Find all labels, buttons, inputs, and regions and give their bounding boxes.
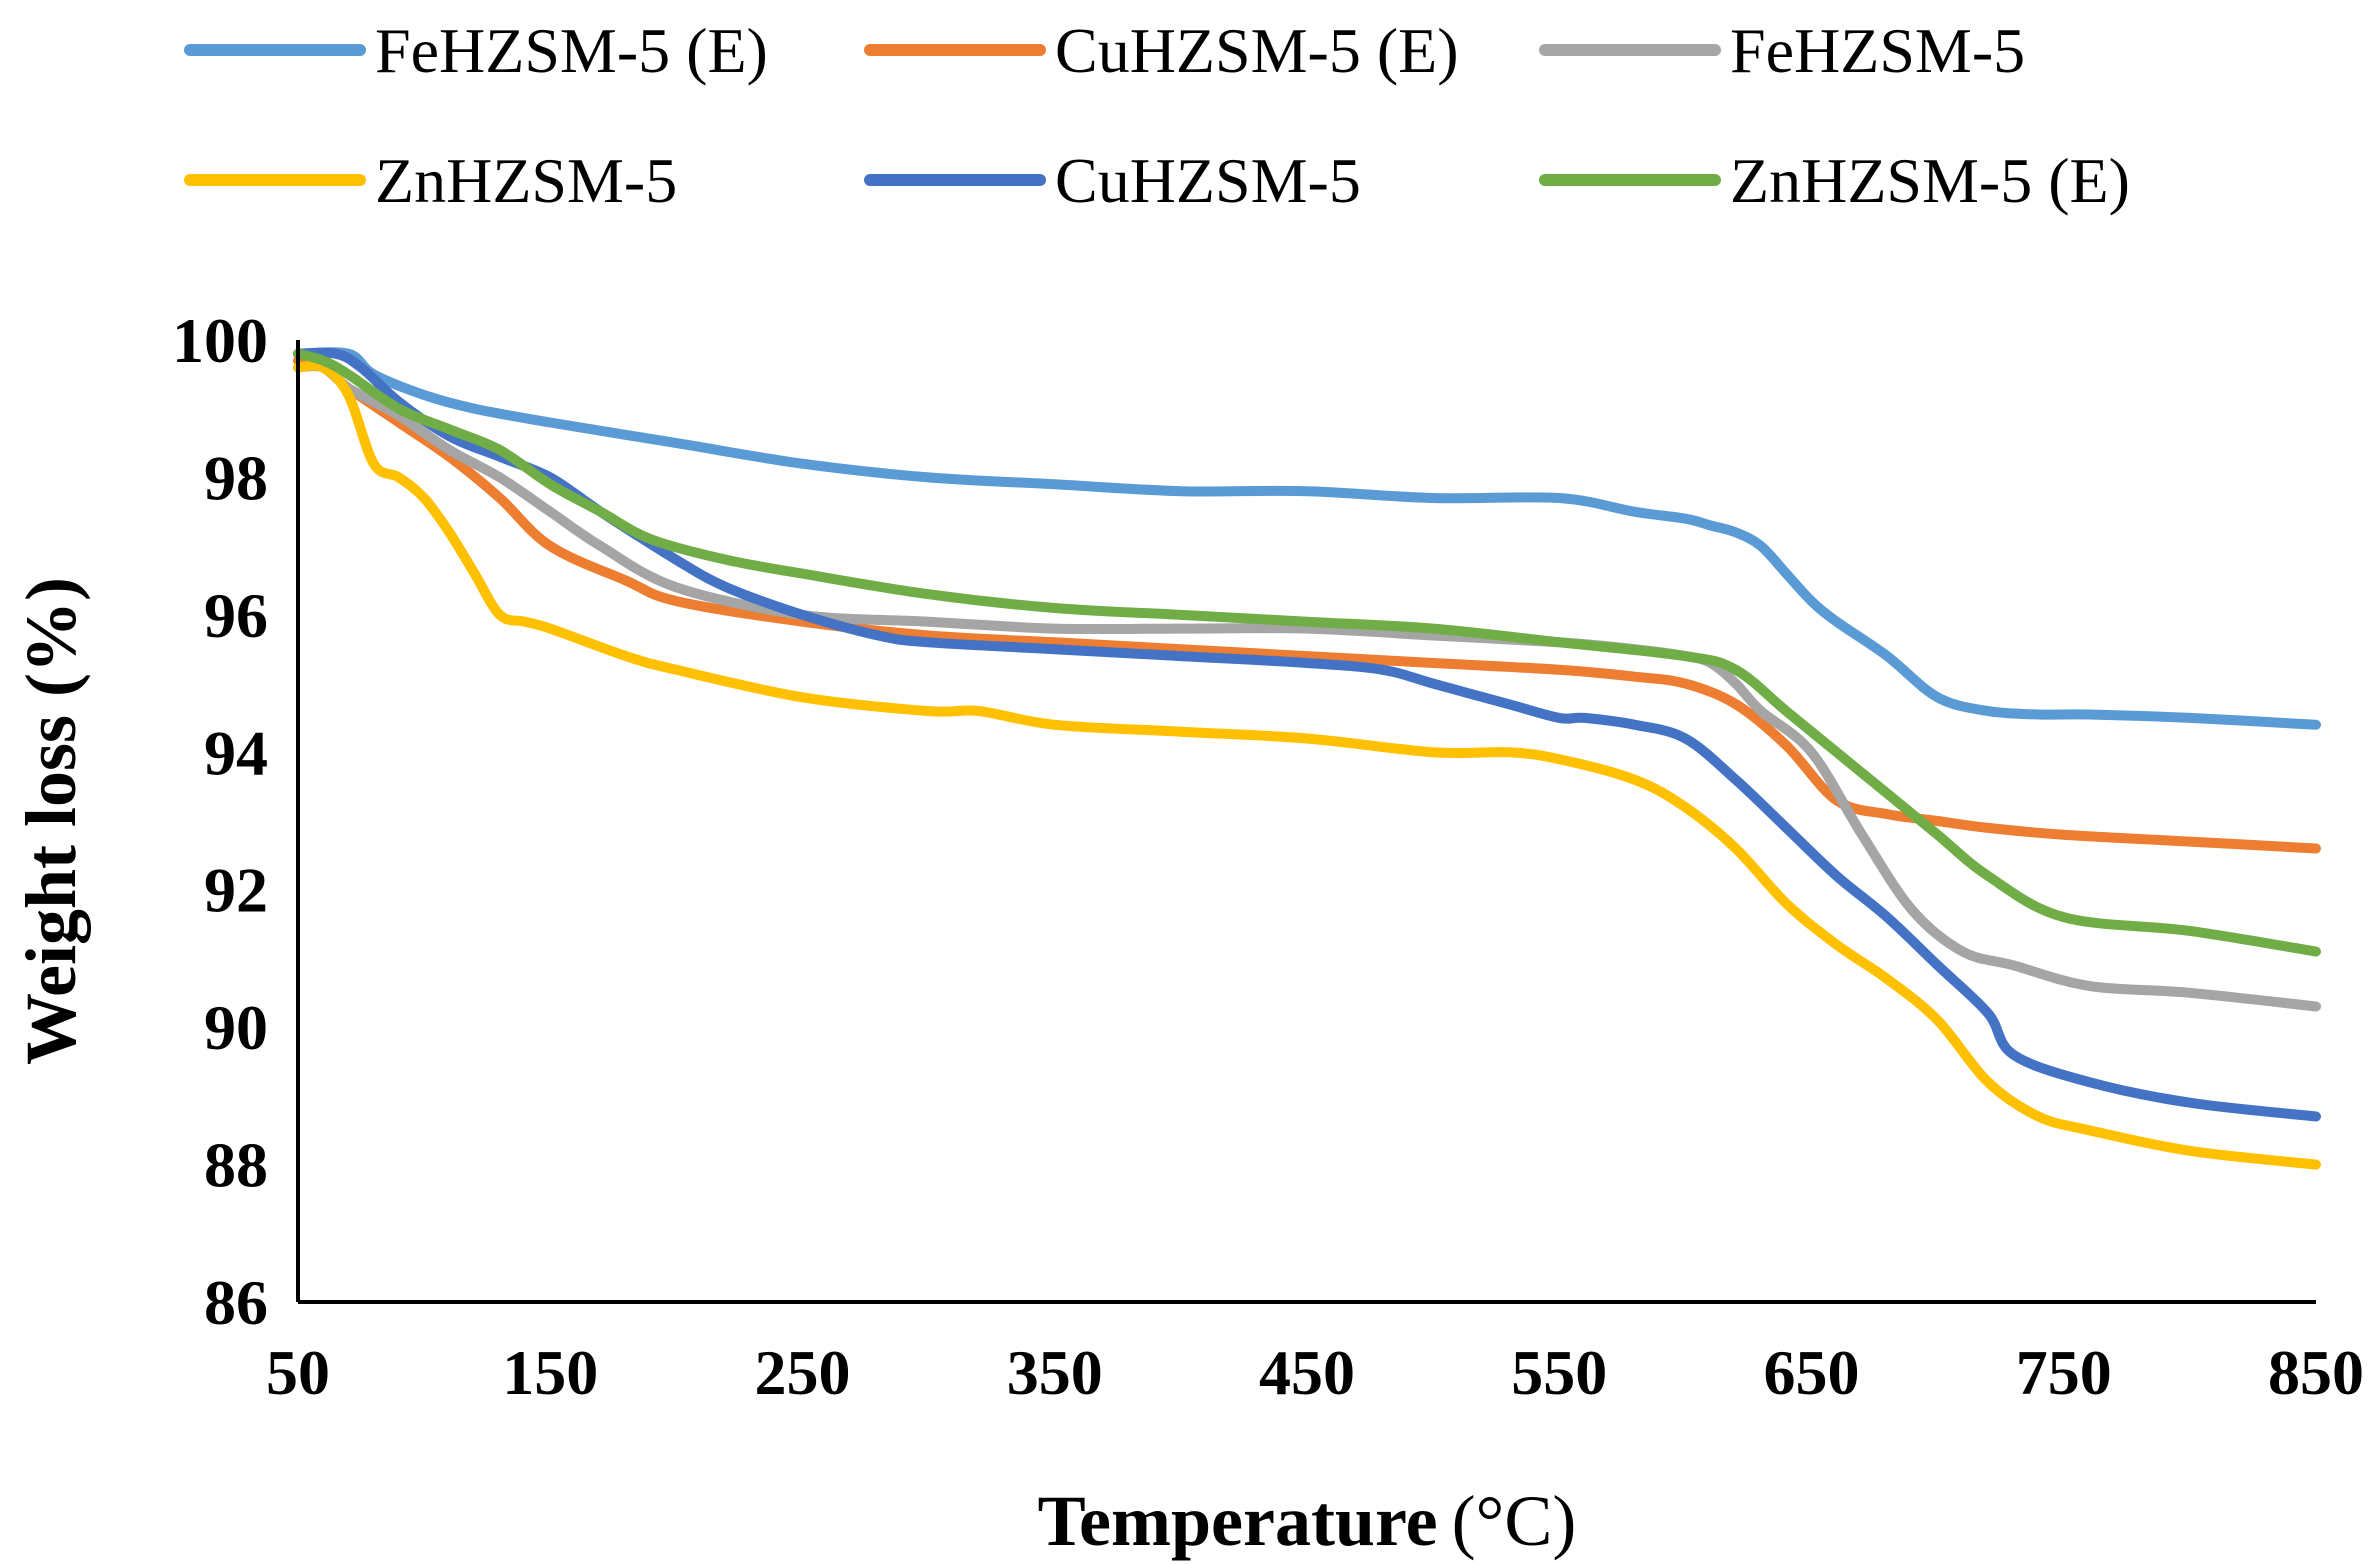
y-tick-label-90: 90 bbox=[204, 992, 268, 1063]
y-tick-label-88: 88 bbox=[204, 1130, 268, 1201]
legend-item-fehzsm-5: FeHZSM-5 bbox=[1539, 15, 2025, 86]
legend: FeHZSM-5 (E) CuHZSM-5 (E) FeHZSM-5 ZnHZSM-5… bbox=[184, 15, 2130, 216]
y-tick-label-98: 98 bbox=[204, 442, 268, 513]
legend-label-znhzsm-5: ZnHZSM-5 bbox=[375, 145, 677, 216]
y-axis-title: Weight loss (%) bbox=[11, 577, 91, 1065]
series-line-cuhzsm-5-e bbox=[293, 355, 2321, 854]
x-axis-title: Temperature (°C) bbox=[1038, 1481, 1577, 1561]
legend-item-cuhzsm-5: CuHZSM-5 bbox=[864, 145, 1361, 216]
x-tick-label-450: 450 bbox=[1259, 1337, 1355, 1408]
legend-label-znhzsm-5-e: ZnHZSM-5 (E) bbox=[1730, 145, 2130, 216]
x-tick-label-150: 150 bbox=[502, 1337, 598, 1408]
x-axis-title-text: Temperature bbox=[1038, 1481, 1438, 1561]
x-tick-label-550: 550 bbox=[1511, 1337, 1607, 1408]
x-axis-title-unit: (°C) bbox=[1452, 1481, 1577, 1561]
legend-item-znhzsm-5: ZnHZSM-5 bbox=[184, 145, 677, 216]
series-layer bbox=[293, 347, 2321, 1170]
legend-label-fehzsm-5-e: FeHZSM-5 (E) bbox=[375, 15, 768, 86]
x-tick-label-850: 850 bbox=[2268, 1337, 2364, 1408]
legend-item-cuhzsm-5-e: CuHZSM-5 (E) bbox=[864, 15, 1459, 86]
y-tick-label-100: 100 bbox=[172, 305, 268, 376]
legend-item-znhzsm-5-e: ZnHZSM-5 (E) bbox=[1539, 145, 2130, 216]
x-tick-label-350: 350 bbox=[1007, 1337, 1103, 1408]
series-line-znhzsm-5 bbox=[293, 360, 2321, 1170]
series-line-fehzsm-5 bbox=[293, 361, 2321, 1012]
y-tick-label-94: 94 bbox=[204, 717, 268, 788]
series-line-cuhzsm-5 bbox=[293, 347, 2321, 1122]
legend-item-fehzsm-5-e: FeHZSM-5 (E) bbox=[184, 15, 768, 86]
axes bbox=[296, 340, 2316, 1304]
legend-label-cuhzsm-5: CuHZSM-5 bbox=[1055, 145, 1361, 216]
series-line-znhzsm-5-e bbox=[293, 348, 2321, 957]
x-tick-label-750: 750 bbox=[2016, 1337, 2112, 1408]
y-tick-label-96: 96 bbox=[204, 580, 268, 651]
legend-label-cuhzsm-5-e: CuHZSM-5 (E) bbox=[1055, 15, 1459, 86]
x-tick-label-50: 50 bbox=[266, 1337, 330, 1408]
series-line-fehzsm-5-e bbox=[293, 347, 2321, 730]
x-tick-label-650: 650 bbox=[1764, 1337, 1860, 1408]
x-tick-label-250: 250 bbox=[755, 1337, 851, 1408]
y-tick-labels: 86 88 90 92 94 96 98 100 bbox=[172, 305, 268, 1338]
x-tick-labels: 50 150 250 350 450 550 650 750 850 bbox=[266, 1337, 2364, 1408]
legend-label-fehzsm-5: FeHZSM-5 bbox=[1730, 15, 2025, 86]
y-tick-label-86: 86 bbox=[204, 1267, 268, 1338]
y-tick-label-92: 92 bbox=[204, 855, 268, 926]
